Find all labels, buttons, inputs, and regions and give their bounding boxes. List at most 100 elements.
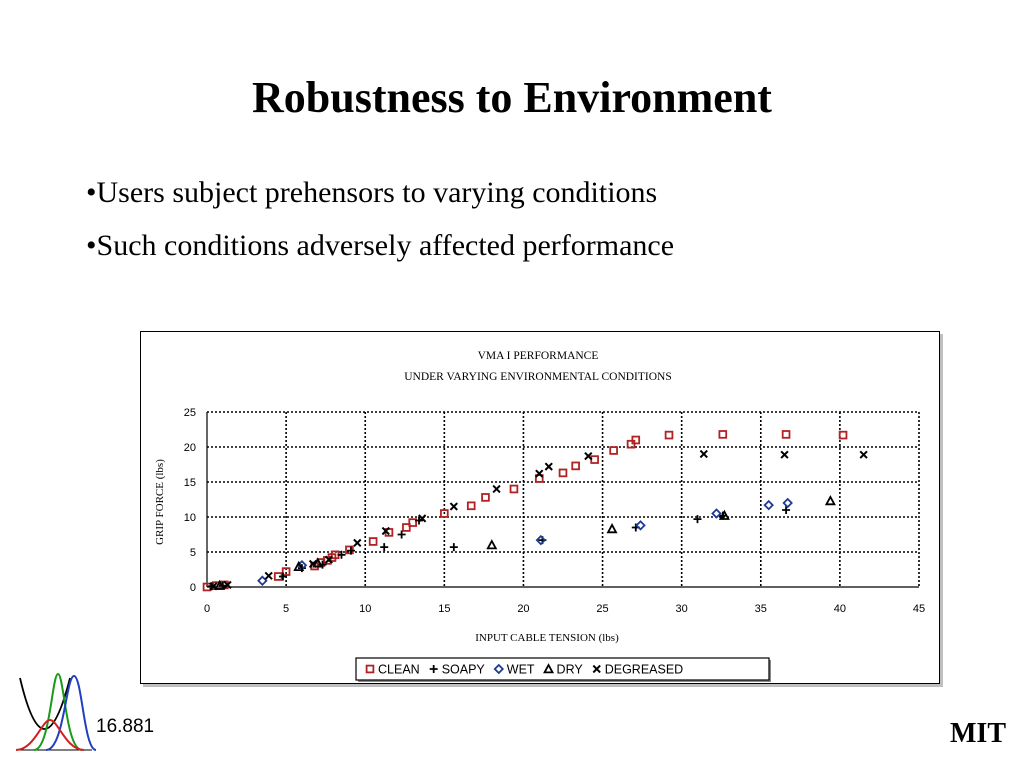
data-point-clean <box>631 435 641 445</box>
y-tick-label: 0 <box>190 582 196 594</box>
slide-title: Robustness to Environment <box>252 73 772 122</box>
legend-label-dry: DRY <box>557 663 584 677</box>
scatter-chart: VMA I PERFORMANCE UNDER VARYING ENVIRONM… <box>154 350 925 682</box>
chart-subtitle: UNDER VARYING ENVIRONMENTAL CONDITIONS <box>404 371 672 383</box>
data-point-clean <box>534 474 544 483</box>
data-point-degreased <box>418 514 427 523</box>
legend-label-degreased: DEGREASED <box>605 663 684 677</box>
data-point-dry <box>606 523 618 534</box>
bullet-list: •Users subject prehensors to varying con… <box>86 178 674 284</box>
data-point-degreased <box>381 526 390 536</box>
legend-marker-dry <box>543 663 555 674</box>
x-tick-label: 35 <box>755 603 767 615</box>
legend-label-soapy: SOAPY <box>442 663 486 677</box>
data-point-clean <box>440 509 449 518</box>
data-point-soapy <box>278 572 287 581</box>
y-tick-label: 5 <box>190 547 196 559</box>
data-point-clean <box>718 430 728 439</box>
data-point-clean <box>509 484 519 494</box>
x-tick-label: 45 <box>913 603 925 615</box>
data-point-degreased <box>859 450 868 459</box>
legend-marker-clean <box>365 664 375 674</box>
legend-box <box>355 657 770 681</box>
data-point-wet <box>782 497 793 509</box>
x-tick-label: 15 <box>438 603 450 615</box>
data-points <box>202 430 868 592</box>
legend-marker-soapy <box>429 665 438 673</box>
x-tick-label: 20 <box>517 603 529 615</box>
data-point-soapy <box>337 550 346 559</box>
data-point-clean <box>838 430 848 440</box>
legend: CLEAN SOAPY WET DRY DEGREASED <box>355 657 771 682</box>
y-tick-label: 10 <box>184 512 196 524</box>
data-point-dry <box>824 495 836 506</box>
data-point-clean <box>481 493 490 502</box>
x-tick-label: 30 <box>676 603 688 615</box>
data-point-clean <box>558 468 568 478</box>
data-point-wet <box>257 575 268 586</box>
data-point-degreased <box>324 555 333 564</box>
data-point-dry <box>312 557 324 568</box>
data-point-soapy <box>346 546 355 555</box>
x-axis-label: INPUT CABLE TENSION (lbs) <box>475 632 619 644</box>
data-point-wet <box>711 508 722 519</box>
data-point-dry <box>293 560 305 571</box>
data-point-soapy <box>782 506 791 514</box>
data-point-clean <box>571 461 580 471</box>
data-point-clean <box>664 430 674 440</box>
gaussian-curves-logo-icon <box>15 672 96 751</box>
x-tick-label: 0 <box>204 603 210 615</box>
data-point-degreased <box>544 462 553 471</box>
bullet-item: •Such conditions adversely affected perf… <box>86 229 675 262</box>
tick-labels: 0 5 10 15 20 25 30 35 40 45 0 5 10 15 20 25 <box>184 407 925 615</box>
legend-label-wet: WET <box>507 663 535 677</box>
x-tick-label: 25 <box>596 603 608 615</box>
data-point-degreased <box>492 484 501 494</box>
axes <box>206 412 919 588</box>
legend-label-clean: CLEAN <box>378 663 420 677</box>
data-point-clean <box>466 501 476 511</box>
data-point-degreased <box>209 582 218 591</box>
x-tick-label: 5 <box>283 603 289 615</box>
y-tick-label: 15 <box>184 477 196 489</box>
data-point-degreased <box>449 502 458 511</box>
grid-lines <box>207 411 920 587</box>
y-tick-label: 25 <box>184 407 196 419</box>
x-tick-label: 40 <box>834 603 846 615</box>
data-point-clean <box>402 523 411 532</box>
data-point-degreased <box>780 450 789 459</box>
chart-frame: VMA I PERFORMANCE UNDER VARYING ENVIRONM… <box>140 331 940 684</box>
data-point-dry <box>718 509 730 520</box>
data-point-clean <box>368 537 378 546</box>
y-tick-label: 20 <box>184 442 196 454</box>
legend-marker-degreased <box>592 664 601 674</box>
data-point-wet <box>635 520 646 531</box>
data-point-clean <box>781 430 791 439</box>
data-point-clean <box>590 455 599 464</box>
data-point-soapy <box>449 543 458 552</box>
data-point-degreased <box>584 451 593 461</box>
course-number: 16.881 <box>96 716 155 737</box>
data-point-wet <box>535 534 547 546</box>
data-point-soapy <box>693 515 702 524</box>
data-point-degreased <box>308 559 318 569</box>
data-point-wet <box>763 499 774 511</box>
y-axis-label: GRIP FORCE (lbs) <box>154 459 166 545</box>
data-point-dry <box>214 579 226 590</box>
chart-title: VMA I PERFORMANCE <box>478 350 599 362</box>
data-point-clean <box>281 567 291 576</box>
data-point-clean <box>609 446 618 455</box>
legend-marker-wet <box>493 663 505 675</box>
data-point-soapy <box>397 530 406 539</box>
data-point-clean <box>408 518 417 527</box>
data-point-degreased <box>353 538 362 548</box>
x-tick-label: 10 <box>359 603 371 615</box>
data-point-degreased <box>535 469 544 478</box>
institution-mark: MIT <box>950 718 1006 749</box>
data-point-soapy <box>380 543 389 552</box>
bullet-item: •Users subject prehensors to varying con… <box>86 176 658 209</box>
data-point-dry <box>486 539 498 550</box>
data-point-degreased <box>223 580 232 590</box>
data-point-degreased <box>264 571 273 580</box>
data-point-degreased <box>699 449 708 459</box>
